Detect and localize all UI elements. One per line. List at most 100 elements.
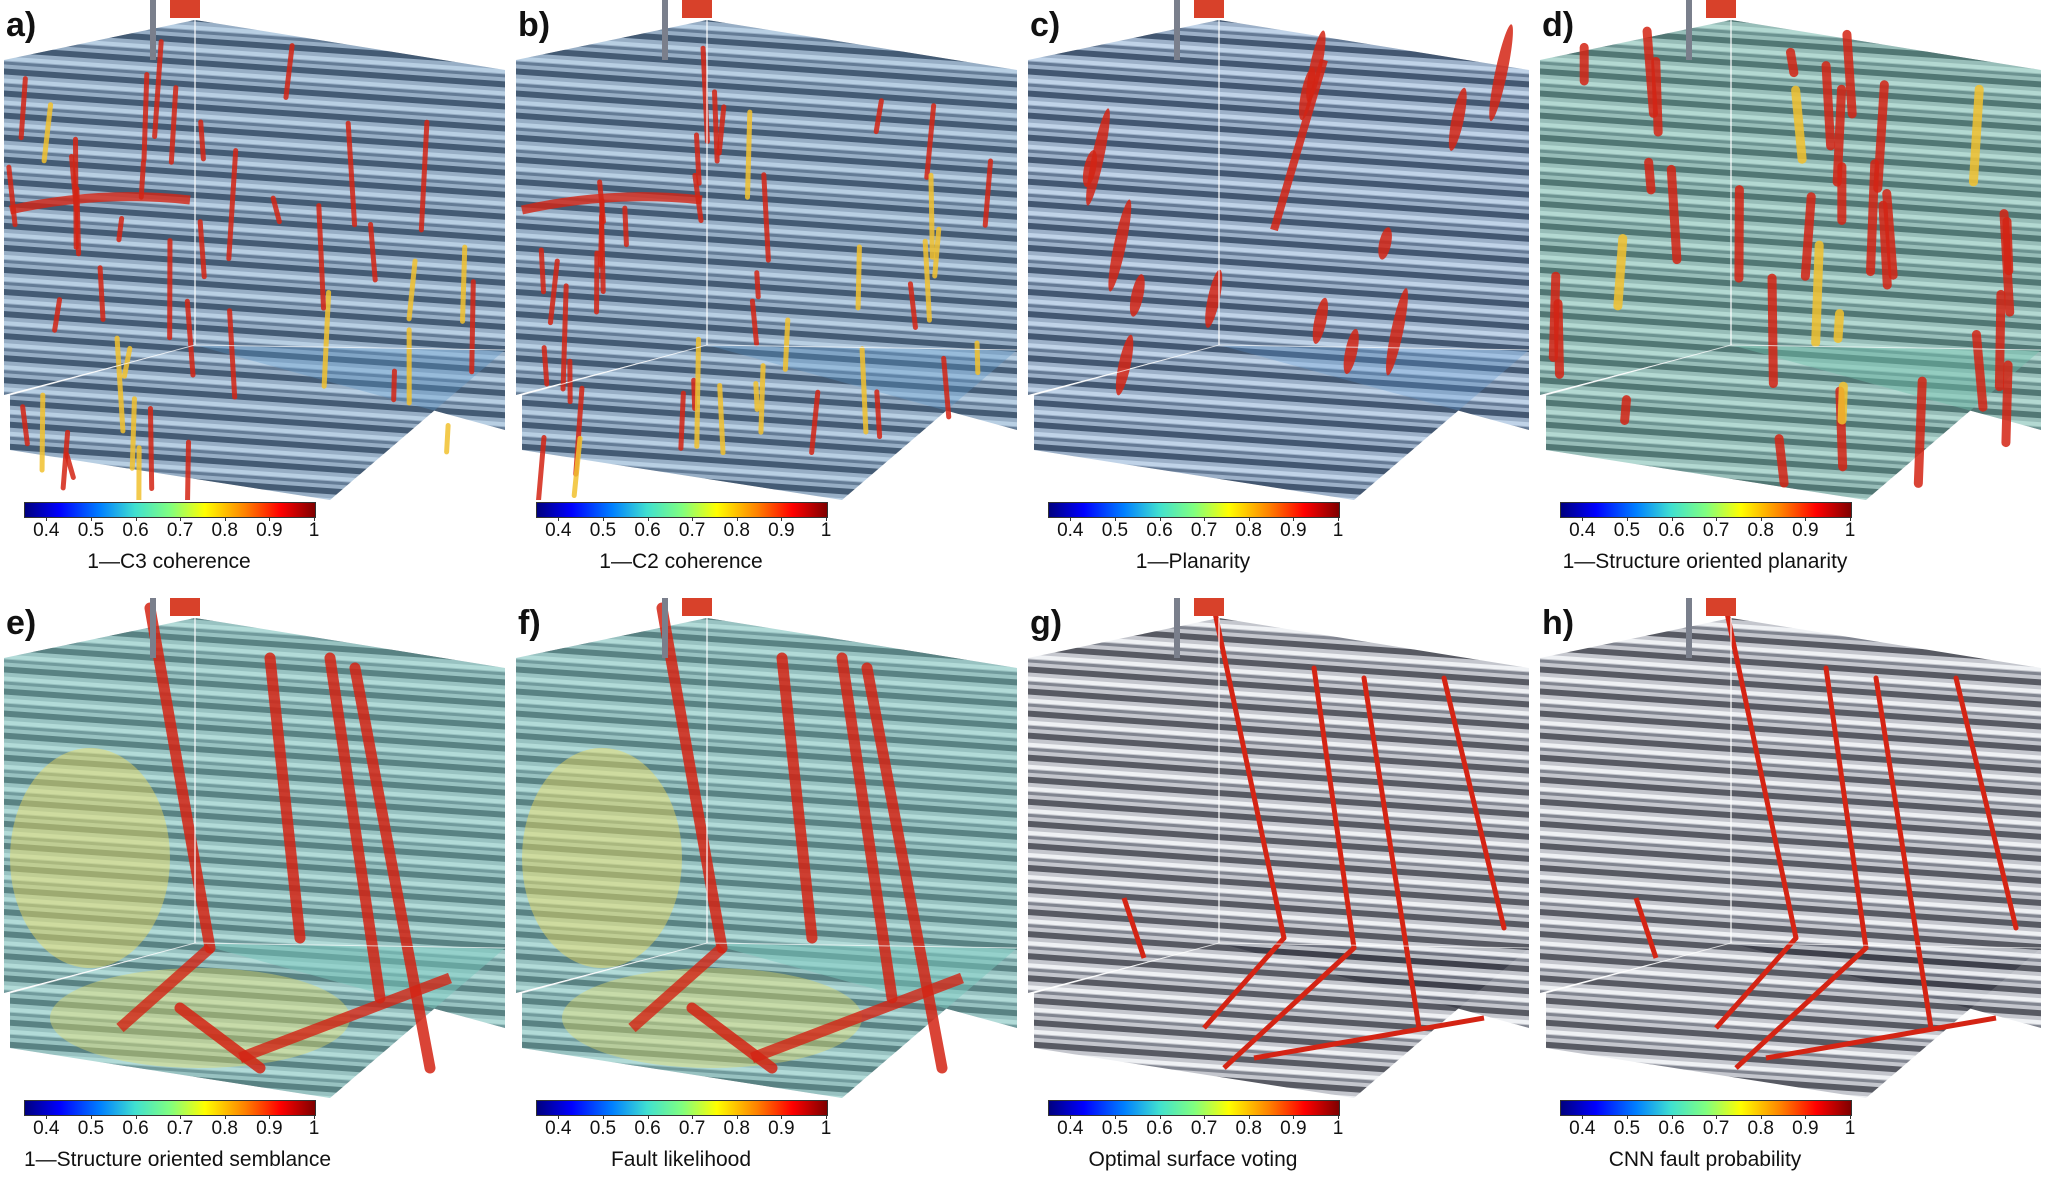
seismic-cube-image	[1028, 598, 1530, 1098]
colorbar-tick-mark	[1671, 1115, 1673, 1119]
figure-panel: f) 0.4 0.5 0.6 0.7 0.8 0.9 1 Fault likelihood	[512, 598, 1024, 1196]
colorbar-tick-mark	[46, 517, 48, 521]
colorbar-tick-label: 0.5	[77, 520, 105, 541]
colorbar-tick-mark	[736, 1115, 738, 1119]
colorbar-tick-label: 0.5	[1101, 520, 1129, 541]
colorbar-tick-label: 0.5	[1613, 1118, 1641, 1139]
colorbar-tick-label: 0.5	[1101, 1118, 1129, 1139]
colorbar-tick-label: 0.4	[33, 1118, 60, 1139]
panel-label: d)	[1542, 6, 1575, 44]
colorbar-tick-label: 0.5	[1613, 520, 1641, 541]
colorbar-tick-label: 0.4	[1057, 1118, 1084, 1139]
colorbar-tick-label: 1	[820, 520, 832, 541]
colorbar-gradient	[24, 1100, 316, 1116]
seismic-cube-image	[1028, 0, 1530, 500]
colorbar-tick-label: 0.5	[589, 1118, 617, 1139]
colorbar-tick-label: 1	[1332, 520, 1344, 541]
colorbar-tick-label: 0.6	[122, 1118, 149, 1139]
colorbar-caption: 1—Planarity	[1135, 550, 1251, 573]
colorbar-tick-label: 0.9	[1792, 1118, 1819, 1139]
figure-panel: c) 0.4 0.5 0.6 0.7 0.8 0.9 1 1—Planarity	[1024, 0, 1536, 598]
colorbar-tick-label: 0.6	[1658, 520, 1685, 541]
panel-label: h)	[1542, 604, 1575, 642]
colorbar-tick-label: 0.7	[678, 520, 706, 541]
colorbar-tick-mark	[1760, 1115, 1762, 1119]
colorbar-tick-label: 0.4	[1569, 520, 1596, 541]
colorbar-tick-mark	[224, 517, 226, 521]
colorbar-tick-label: 0.4	[545, 1118, 572, 1139]
colorbar: 0.4 0.5 0.6 0.7 0.8 0.9 1 1—Structure oriented …	[24, 1100, 331, 1171]
colorbar-tick-mark	[826, 517, 827, 521]
colorbar-tick-label: 0.9	[256, 1118, 283, 1139]
colorbar-tick-mark	[1626, 1115, 1628, 1119]
colorbar-tick-mark	[1582, 517, 1584, 521]
colorbar-tick-mark	[1159, 517, 1161, 521]
colorbar-tick-mark	[1805, 517, 1807, 521]
colorbar: 0.4 0.5 0.6 0.7 0.8 0.9 1 Optimal surface votin…	[1048, 1100, 1343, 1171]
colorbar-tick-mark	[1159, 1115, 1161, 1119]
colorbar-tick-mark	[314, 517, 315, 521]
colorbar-tick-mark	[602, 1115, 604, 1119]
colorbar-tick-label: 1	[1844, 520, 1856, 541]
colorbar-tick-label: 1	[308, 1118, 320, 1139]
figure-panel: e) 0.4 0.5 0.6 0.7 0.8 0.9 1 1—Structure oriente…	[0, 598, 512, 1196]
colorbar-tick-label: 0.6	[1658, 1118, 1685, 1139]
colorbar: 0.4 0.5 0.6 0.7 0.8 0.9 1 CNN fault probability	[1560, 1100, 1855, 1171]
colorbar-tick-mark	[1582, 1115, 1584, 1119]
colorbar-tick-label: 0.8	[1235, 520, 1262, 541]
colorbar-tick-mark	[647, 1115, 649, 1119]
colorbar-tick-label: 0.9	[1280, 1118, 1307, 1139]
colorbar-tick-mark	[647, 517, 649, 521]
colorbar-caption: 1—Structure oriented semblance	[24, 1148, 331, 1171]
colorbar-tick-mark	[1850, 1115, 1851, 1119]
seismic-cube-image	[4, 598, 506, 1098]
colorbar-tick-mark	[314, 1115, 315, 1119]
figure-panel: d) 0.4 0.5 0.6 0.7 0.8 0.9 1 1—Structure oriente…	[1536, 0, 2048, 598]
colorbar-caption: 1—Structure oriented planarity	[1562, 550, 1848, 573]
colorbar-caption: CNN fault probability	[1608, 1148, 1802, 1171]
colorbar-tick-mark	[1114, 517, 1116, 521]
colorbar-gradient	[1048, 502, 1340, 518]
colorbar-tick-mark	[269, 517, 271, 521]
colorbar-tick-label: 0.5	[77, 1118, 105, 1139]
colorbar-tick-label: 0.9	[256, 520, 283, 541]
colorbar-tick-label: 0.8	[723, 520, 750, 541]
colorbar-tick-mark	[781, 517, 783, 521]
colorbar: 0.4 0.5 0.6 0.7 0.8 0.9 1 1—Planarity	[1048, 502, 1343, 573]
colorbar-tick-label: 0.9	[1280, 520, 1307, 541]
colorbar: 0.4 0.5 0.6 0.7 0.8 0.9 1 1—C3 coherence	[24, 502, 319, 573]
colorbar-tick-label: 0.6	[634, 1118, 661, 1139]
colorbar-tick-mark	[90, 1115, 92, 1119]
colorbar-tick-mark	[1338, 517, 1339, 521]
panel-label: f)	[518, 604, 541, 642]
colorbar-tick-mark	[1248, 517, 1250, 521]
colorbar-gradient	[536, 1100, 828, 1116]
colorbar-tick-mark	[180, 517, 182, 521]
colorbar: 0.4 0.5 0.6 0.7 0.8 0.9 1 1—Structure oriented …	[1560, 502, 1855, 573]
colorbar-tick-mark	[135, 517, 137, 521]
colorbar-tick-mark	[269, 1115, 271, 1119]
colorbar: 0.4 0.5 0.6 0.7 0.8 0.9 1 Fault likelihood	[536, 1100, 831, 1171]
colorbar-tick-mark	[692, 517, 694, 521]
seismic-cube-image	[516, 0, 1018, 500]
seismic-cube-image	[1540, 598, 2042, 1098]
colorbar-tick-label: 0.4	[1569, 1118, 1596, 1139]
colorbar-tick-label: 0.4	[545, 520, 572, 541]
panel-label: c)	[1030, 6, 1061, 44]
colorbar-tick-label: 0.7	[678, 1118, 706, 1139]
colorbar-tick-mark	[1204, 1115, 1206, 1119]
colorbar-tick-label: 0.8	[1235, 1118, 1262, 1139]
colorbar-tick-label: 0.7	[1702, 1118, 1730, 1139]
colorbar-tick-mark	[826, 1115, 827, 1119]
colorbar-tick-mark	[1716, 517, 1718, 521]
colorbar-tick-mark	[736, 517, 738, 521]
colorbar-tick-label: 0.4	[33, 520, 60, 541]
colorbar-caption: 1—C3 coherence	[87, 550, 251, 573]
colorbar-tick-mark	[90, 517, 92, 521]
colorbar-tick-label: 0.4	[1057, 520, 1084, 541]
colorbar-tick-label: 0.7	[166, 520, 194, 541]
panel-label: e)	[6, 604, 37, 642]
colorbar-tick-label: 0.9	[768, 520, 795, 541]
colorbar-gradient	[24, 502, 316, 518]
colorbar-tick-label: 0.5	[589, 520, 617, 541]
